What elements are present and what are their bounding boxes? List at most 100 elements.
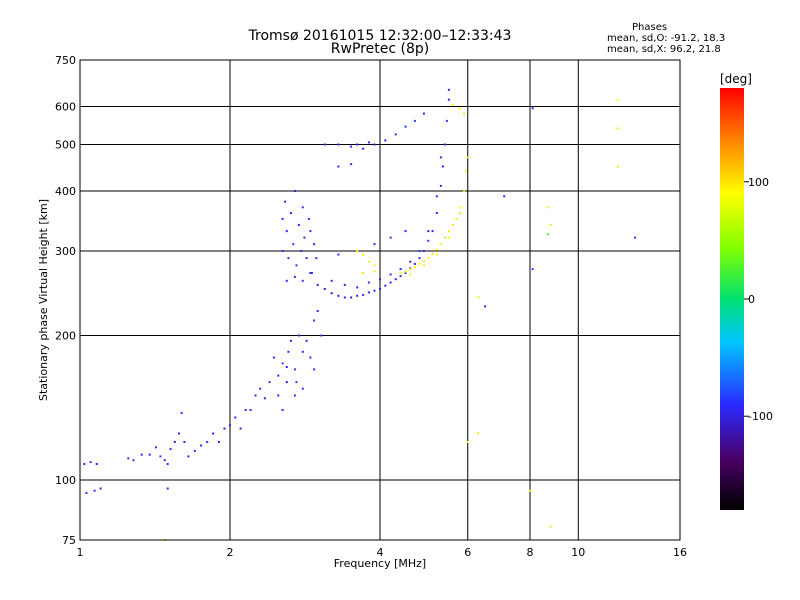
data-point xyxy=(89,461,92,464)
chart-title: Tromsø 20161015 12:32:00–12:33:43 xyxy=(248,28,512,44)
data-point xyxy=(459,212,462,214)
data-point xyxy=(285,381,288,384)
data-point xyxy=(451,223,454,226)
data-point xyxy=(285,230,288,233)
data-point xyxy=(443,236,446,239)
data-point xyxy=(447,88,450,91)
data-point xyxy=(439,156,442,159)
data-point xyxy=(310,272,313,274)
data-point xyxy=(350,296,353,299)
data-point xyxy=(373,289,376,292)
data-point xyxy=(356,143,359,146)
data-point xyxy=(173,441,176,443)
data-point xyxy=(293,275,296,278)
plot-grid xyxy=(80,60,680,540)
data-point xyxy=(373,270,376,273)
data-point xyxy=(239,427,242,430)
data-point xyxy=(234,416,237,419)
data-point xyxy=(307,217,310,220)
chart-subtitle: RwPretec (8p) xyxy=(330,41,430,57)
data-point xyxy=(394,133,397,136)
data-point xyxy=(435,212,438,214)
y-tick-label: 750 xyxy=(55,54,76,67)
data-point xyxy=(337,294,340,297)
data-point xyxy=(367,141,370,144)
data-point xyxy=(206,441,209,443)
data-point xyxy=(127,457,130,460)
data-point xyxy=(166,487,169,490)
data-point xyxy=(435,253,438,256)
data-point xyxy=(549,223,552,226)
data-point xyxy=(337,143,340,146)
data-point xyxy=(83,463,86,465)
data-point xyxy=(367,281,370,284)
data-point xyxy=(95,463,98,465)
data-point xyxy=(463,190,466,192)
data-point xyxy=(249,408,252,411)
data-point xyxy=(285,366,288,368)
data-point xyxy=(367,260,370,263)
x-tick-label: 1 xyxy=(77,546,84,559)
data-point xyxy=(427,239,430,242)
data-point xyxy=(343,296,346,299)
data-point xyxy=(409,273,412,276)
data-point xyxy=(320,334,323,337)
data-point xyxy=(427,257,430,260)
data-point xyxy=(287,257,290,260)
data-point xyxy=(154,446,157,449)
data-point xyxy=(445,119,448,122)
phases-x-mode-stats: mean, sd,X: 96.2, 21.8 xyxy=(607,44,721,55)
data-point xyxy=(466,156,469,159)
data-point xyxy=(399,275,402,278)
data-point xyxy=(404,230,407,233)
x-tick-label: 4 xyxy=(377,546,384,559)
data-point xyxy=(389,273,392,276)
data-point xyxy=(529,489,531,492)
colorbar-tick-label: 100 xyxy=(748,176,769,189)
data-point xyxy=(178,432,180,435)
data-point xyxy=(212,432,215,435)
data-point xyxy=(313,319,316,322)
data-point xyxy=(418,250,421,252)
data-point xyxy=(477,432,480,435)
data-point xyxy=(367,291,370,294)
phases-o-mode-stats: mean, sd,O: -91.2, 18.3 xyxy=(607,33,726,44)
data-point xyxy=(337,165,340,168)
colorbar-gradient xyxy=(720,88,744,510)
data-point xyxy=(362,293,365,296)
data-point xyxy=(447,236,450,239)
data-point xyxy=(281,250,284,252)
data-point xyxy=(229,424,231,427)
data-point xyxy=(309,356,312,359)
colorbar-tick-label: 0 xyxy=(748,293,755,306)
data-point xyxy=(443,143,446,146)
plot-frame xyxy=(79,59,681,541)
data-point xyxy=(284,200,287,203)
data-point xyxy=(254,394,257,397)
y-tick-label: 600 xyxy=(55,101,76,114)
data-point xyxy=(163,459,166,462)
y-tick-label: 500 xyxy=(55,139,76,152)
data-point xyxy=(464,170,467,173)
data-points xyxy=(83,88,637,541)
data-point xyxy=(180,411,183,414)
data-point xyxy=(477,296,480,299)
data-point xyxy=(435,195,438,198)
data-point xyxy=(413,119,416,122)
data-point xyxy=(422,264,425,267)
data-point xyxy=(289,212,292,214)
data-point xyxy=(356,286,359,289)
data-point xyxy=(350,145,353,148)
data-point xyxy=(330,292,333,295)
data-point xyxy=(350,163,353,166)
data-point xyxy=(451,103,454,106)
x-tick-label: 6 xyxy=(464,546,471,559)
data-point xyxy=(140,453,143,456)
data-point xyxy=(439,243,442,246)
data-point xyxy=(404,125,407,128)
data-point xyxy=(193,449,196,452)
data-point xyxy=(187,455,190,458)
x-tick-label: 16 xyxy=(673,546,687,559)
data-point xyxy=(183,441,186,443)
data-point xyxy=(399,272,402,274)
